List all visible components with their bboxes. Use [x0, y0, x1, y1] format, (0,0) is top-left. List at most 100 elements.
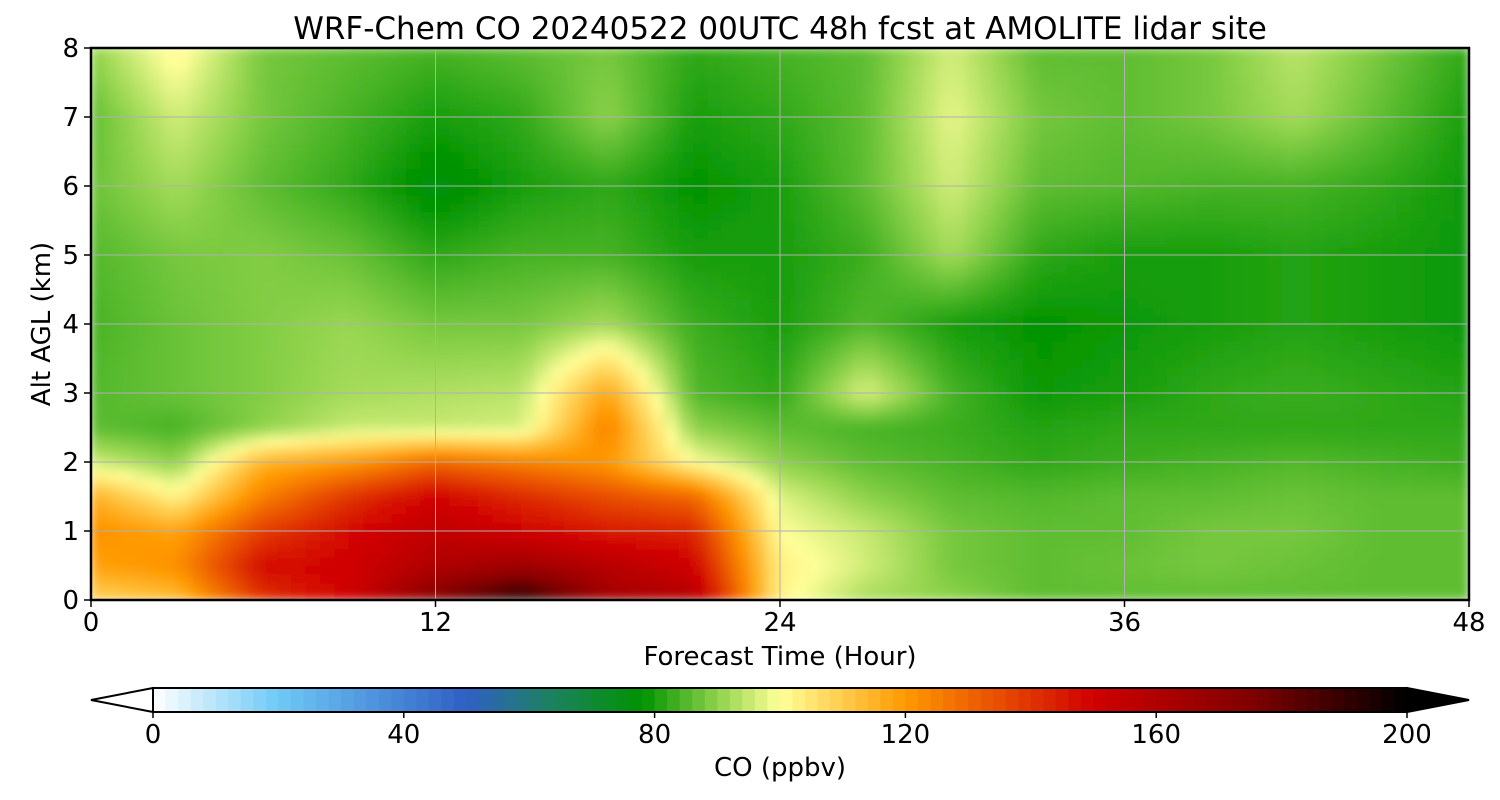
- heatmap-cell: [1368, 237, 1384, 247]
- heatmap-cell: [593, 289, 609, 299]
- heatmap-cell: [349, 384, 365, 394]
- heatmap-cell: [622, 530, 638, 540]
- heatmap-cell: [564, 556, 580, 566]
- heatmap-cell: [1368, 194, 1384, 204]
- heatmap-cell: [1224, 272, 1240, 282]
- heatmap-cell: [306, 453, 322, 463]
- heatmap-cell: [837, 358, 853, 368]
- heatmap-cell: [564, 211, 580, 221]
- heatmap-cell: [1296, 349, 1312, 359]
- heatmap-cell: [578, 530, 594, 540]
- heatmap-cell: [1181, 384, 1197, 394]
- heatmap-cell: [1196, 375, 1212, 385]
- heatmap-cell: [1052, 487, 1068, 497]
- heatmap-cell: [291, 160, 307, 170]
- heatmap-cell: [1052, 479, 1068, 489]
- heatmap-cell: [205, 392, 221, 402]
- heatmap-cell: [1181, 323, 1197, 333]
- heatmap-cell: [1023, 151, 1039, 161]
- heatmap-cell: [1325, 263, 1341, 273]
- heatmap-cell: [1325, 513, 1341, 523]
- heatmap-cell: [392, 539, 408, 549]
- heatmap-cell: [1095, 453, 1111, 463]
- heatmap-cell: [1282, 323, 1298, 333]
- heatmap-cell: [277, 427, 293, 437]
- heatmap-cell: [665, 194, 681, 204]
- heatmap-cell: [894, 556, 910, 566]
- heatmap-cell: [1325, 496, 1341, 506]
- heatmap-cell: [1181, 220, 1197, 230]
- heatmap-cell: [377, 151, 393, 161]
- heatmap-cell: [1124, 444, 1140, 454]
- heatmap-cell: [550, 263, 566, 273]
- heatmap-cell: [751, 539, 767, 549]
- heatmap-cell: [1339, 203, 1355, 213]
- heatmap-cell: [191, 574, 207, 584]
- heatmap-cell: [464, 461, 480, 471]
- heatmap-cell: [263, 444, 279, 454]
- heatmap-cell: [349, 254, 365, 264]
- heatmap-cell: [1052, 332, 1068, 342]
- heatmap-cell: [1368, 401, 1384, 411]
- heatmap-cell: [291, 229, 307, 239]
- heatmap-cell: [837, 513, 853, 523]
- heatmap-cell: [1382, 168, 1398, 178]
- heatmap-cell: [1296, 522, 1312, 532]
- heatmap-cell: [1138, 341, 1154, 351]
- heatmap-cell: [665, 427, 681, 437]
- heatmap-cell: [507, 444, 523, 454]
- heatmap-cell: [952, 315, 968, 325]
- heatmap-cell: [1038, 548, 1054, 558]
- heatmap-cell: [952, 246, 968, 256]
- heatmap-cell: [205, 229, 221, 239]
- heatmap-cell: [507, 263, 523, 273]
- heatmap-cell: [349, 185, 365, 195]
- heatmap-cell: [909, 298, 925, 308]
- heatmap-cell: [650, 272, 666, 282]
- heatmap-cell: [622, 470, 638, 480]
- heatmap-cell: [736, 548, 752, 558]
- heatmap-cell: [1411, 470, 1427, 480]
- heatmap-cell: [1296, 177, 1312, 187]
- heatmap-cell: [1224, 315, 1240, 325]
- heatmap-cell: [306, 229, 322, 239]
- heatmap-cell: [1095, 160, 1111, 170]
- heatmap-cell: [909, 289, 925, 299]
- heatmap-cell: [607, 151, 623, 161]
- heatmap-cell: [794, 254, 810, 264]
- heatmap-cell: [1023, 341, 1039, 351]
- heatmap-cell: [1196, 582, 1212, 592]
- heatmap-cell: [837, 384, 853, 394]
- heatmap-cell: [822, 194, 838, 204]
- heatmap-cell: [564, 375, 580, 385]
- heatmap-cell: [1325, 280, 1341, 290]
- heatmap-cell: [1239, 556, 1255, 566]
- heatmap-cell: [1210, 505, 1226, 515]
- heatmap-cell: [909, 168, 925, 178]
- heatmap-cell: [794, 505, 810, 515]
- heatmap-cell: [1138, 160, 1154, 170]
- heatmap-cell: [1167, 220, 1183, 230]
- heatmap-cell: [1454, 237, 1470, 247]
- heatmap-cell: [736, 444, 752, 454]
- heatmap-cell: [1081, 280, 1097, 290]
- heatmap-cell: [995, 427, 1011, 437]
- heatmap-cell: [349, 522, 365, 532]
- heatmap-cell: [1425, 203, 1441, 213]
- heatmap-cell: [779, 211, 795, 221]
- heatmap-cell: [1440, 254, 1456, 264]
- heatmap-cell: [521, 470, 537, 480]
- heatmap-cell: [277, 392, 293, 402]
- heatmap-cell: [1066, 246, 1082, 256]
- heatmap-cell: [1110, 203, 1126, 213]
- heatmap-cell: [593, 151, 609, 161]
- heatmap-cell: [1038, 358, 1054, 368]
- heatmap-cell: [1196, 151, 1212, 161]
- heatmap-cell: [435, 177, 451, 187]
- heatmap-cell: [794, 349, 810, 359]
- heatmap-cell: [1181, 556, 1197, 566]
- heatmap-cell: [1023, 168, 1039, 178]
- heatmap-cell: [291, 582, 307, 592]
- heatmap-cell: [794, 496, 810, 506]
- heatmap-cell: [449, 315, 465, 325]
